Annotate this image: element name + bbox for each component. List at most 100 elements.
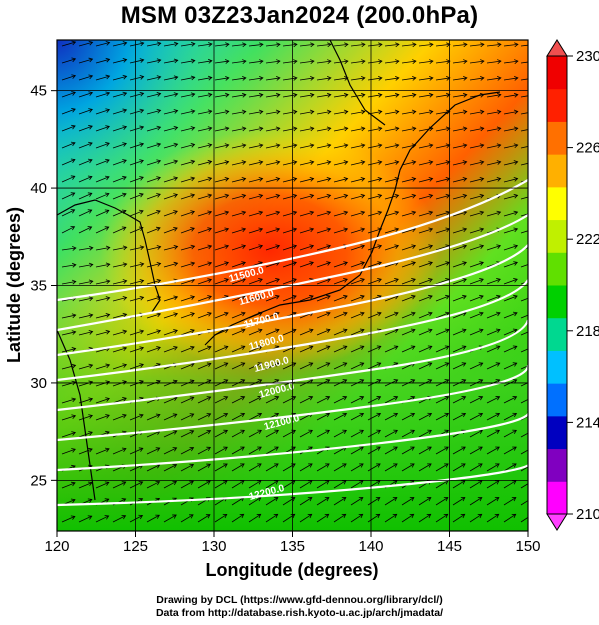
wind-arrowhead xyxy=(88,330,94,335)
wind-arrowhead xyxy=(275,193,281,199)
wind-arrow xyxy=(435,413,449,421)
contour-line xyxy=(57,364,528,442)
wind-arrow xyxy=(180,93,195,98)
wind-arrow xyxy=(435,94,450,98)
wind-arrowhead xyxy=(361,42,366,48)
wind-arrowhead xyxy=(225,59,230,64)
wind-arrowhead xyxy=(223,429,229,435)
wind-arrowhead xyxy=(409,497,415,502)
wind-arrowhead xyxy=(70,225,76,231)
coastline-sakhalin xyxy=(329,40,386,126)
wind-arrow xyxy=(350,513,363,523)
wind-arrowhead xyxy=(478,396,484,401)
wind-arrow xyxy=(180,480,194,489)
wind-arrowhead xyxy=(206,345,212,351)
wind-arrow xyxy=(333,480,347,489)
wind-arrow xyxy=(265,245,280,251)
colorbar-bottom-arrow xyxy=(546,513,568,531)
wind-arrowhead xyxy=(342,345,348,350)
wind-arrow xyxy=(248,94,263,98)
wind-arrow xyxy=(214,396,228,404)
wind-arrow xyxy=(333,429,347,438)
wind-arrow xyxy=(503,43,518,47)
wind-arrow xyxy=(469,329,484,336)
wind-arrowhead xyxy=(479,261,484,266)
wind-arrowhead xyxy=(155,447,161,452)
wind-arrowhead xyxy=(443,513,449,519)
wind-arrow xyxy=(231,178,246,183)
wind-arrowhead xyxy=(121,498,127,503)
wind-arrowhead xyxy=(156,193,161,198)
wind-arrow xyxy=(384,345,398,353)
wind-arrow xyxy=(469,144,484,149)
wind-arrow xyxy=(401,295,416,302)
wind-arrowhead xyxy=(530,329,534,333)
wind-arrow xyxy=(486,278,501,285)
wind-arrowhead xyxy=(462,227,468,233)
colorbar-tick-label: 210 xyxy=(576,506,599,523)
wind-arrow xyxy=(333,178,348,183)
wind-arrow xyxy=(435,228,450,234)
wind-arrowhead xyxy=(104,226,110,231)
colorbar-segment xyxy=(547,56,567,90)
wind-arrow xyxy=(367,194,382,200)
wind-arrowhead xyxy=(224,261,230,266)
coastline-china-east xyxy=(57,329,96,501)
wind-arrowhead xyxy=(105,262,111,268)
wind-arrowhead xyxy=(224,176,230,182)
wind-arrow xyxy=(452,362,466,370)
wind-arrowhead xyxy=(258,160,264,165)
wind-arrowhead xyxy=(155,226,161,232)
wind-arrow xyxy=(163,464,177,472)
wind-arrow xyxy=(214,94,229,98)
wind-arrow xyxy=(197,43,212,47)
wind-arrow xyxy=(503,178,518,183)
wind-arrow xyxy=(129,464,143,472)
wind-arrow xyxy=(418,513,431,523)
wind-arrowhead xyxy=(291,328,297,334)
wind-arrow xyxy=(367,228,382,234)
wind-arrow xyxy=(129,481,143,489)
wind-arrow xyxy=(384,111,399,115)
wind-arrow xyxy=(418,127,433,132)
wind-arrow xyxy=(61,264,76,268)
wind-arrowhead xyxy=(189,413,195,418)
wind-arrow xyxy=(452,513,465,523)
wind-arrowhead xyxy=(378,59,383,64)
wind-arrowhead xyxy=(139,295,145,301)
wind-arrow xyxy=(401,60,416,64)
wind-arrow xyxy=(248,396,262,404)
wind-arrow xyxy=(333,194,348,200)
wind-arrowhead xyxy=(326,92,332,98)
wind-arrowhead xyxy=(88,363,94,369)
wind-arrow xyxy=(418,413,432,421)
wind-arrowhead xyxy=(478,311,484,317)
wind-arrowhead xyxy=(531,43,535,47)
wind-arrow xyxy=(299,513,312,523)
wind-arrow xyxy=(180,464,194,472)
wind-arrowhead xyxy=(241,92,247,98)
wind-arrowhead xyxy=(257,379,263,384)
wind-arrow xyxy=(435,178,450,183)
wind-arrow xyxy=(112,193,127,200)
wind-arrow xyxy=(384,278,399,285)
wind-arrow xyxy=(452,127,467,132)
wind-arrowhead xyxy=(496,177,502,182)
wind-arrowhead xyxy=(394,278,399,283)
wind-arrow xyxy=(486,245,501,251)
wind-arrow xyxy=(61,331,76,336)
wind-arrowhead xyxy=(155,413,161,418)
wind-arrowhead xyxy=(256,497,262,502)
wind-arrow xyxy=(316,278,331,285)
wind-arrowhead xyxy=(241,109,247,115)
wind-arrowhead xyxy=(327,59,332,64)
wind-arrow xyxy=(95,126,110,132)
wind-arrowhead xyxy=(429,59,434,64)
colorbar-tick-label: 226 xyxy=(576,140,599,157)
wind-arrowhead xyxy=(512,446,517,451)
wind-arrowhead xyxy=(325,311,331,317)
wind-arrow xyxy=(78,41,93,47)
wind-arrow xyxy=(265,429,279,438)
wind-arrowhead xyxy=(139,41,145,47)
wind-arrow xyxy=(367,60,382,64)
